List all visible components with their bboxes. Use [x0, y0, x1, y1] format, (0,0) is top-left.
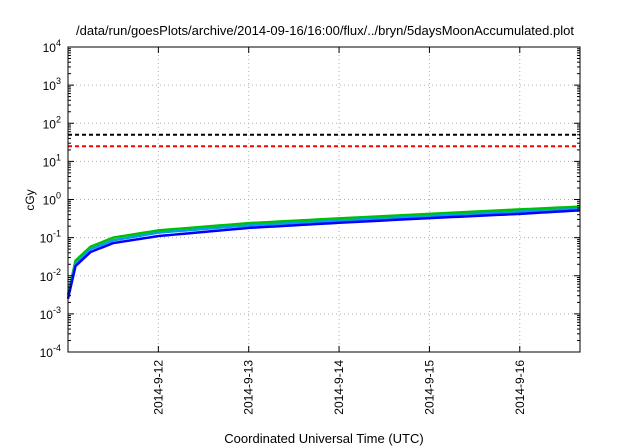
y-tick-label: 102 — [43, 114, 61, 131]
x-axis: 2014-9-12 2014-9-13 2014-9-14 2014-9-15 2014… — [151, 47, 527, 415]
y-tick-label: 10-4 — [40, 343, 61, 360]
grid — [68, 46, 580, 353]
y-tick-label: 10-1 — [40, 229, 61, 246]
y-axis: 10-4 10-3 10-2 10-1 100 101 102 103 104 — [40, 38, 580, 360]
x-tick-label: 2014-9-16 — [513, 360, 527, 415]
series-line — [66, 209, 581, 299]
y-tick-label: 100 — [43, 191, 61, 208]
y-tick-label: 101 — [43, 152, 61, 169]
x-tick-label: 2014-9-12 — [151, 360, 165, 415]
chart-title: /data/run/goesPlots/archive/2014-09-16/1… — [76, 23, 574, 38]
y-tick-label: 10-3 — [40, 305, 61, 322]
series-layer — [66, 133, 581, 299]
y-tick-label: 10-2 — [40, 267, 61, 284]
y-axis-label: cGy — [23, 189, 37, 210]
x-tick-label: 2014-9-13 — [242, 360, 256, 415]
x-tick-label: 2014-9-14 — [332, 360, 346, 415]
y-tick-label: 103 — [43, 76, 61, 93]
y-tick-label: 104 — [43, 38, 61, 55]
series-line — [66, 205, 581, 295]
x-tick-label: 2014-9-15 — [422, 360, 436, 415]
series-line — [66, 207, 581, 296]
x-axis-label: Coordinated Universal Time (UTC) — [224, 431, 423, 446]
